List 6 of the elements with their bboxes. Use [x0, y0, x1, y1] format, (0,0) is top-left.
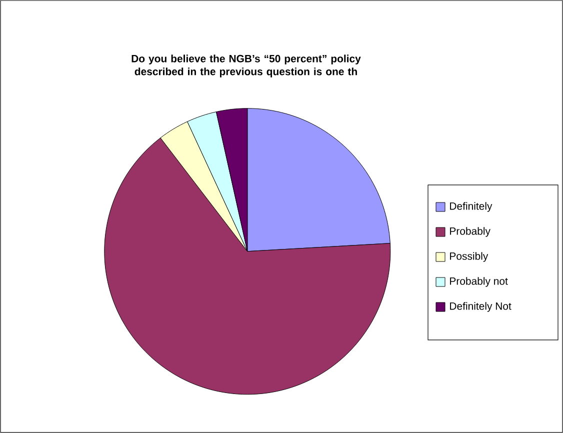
- legend-label: Probably not: [450, 277, 508, 287]
- legend-label: Definitely Not: [450, 302, 512, 312]
- legend-label: Probably: [450, 227, 490, 237]
- chart-title: Do you believe the NGB’s “50 percent” policy described in the previous question is one th: [132, 54, 361, 78]
- legend-label: Possibly: [450, 252, 488, 262]
- legend-label: Definitely: [450, 202, 492, 212]
